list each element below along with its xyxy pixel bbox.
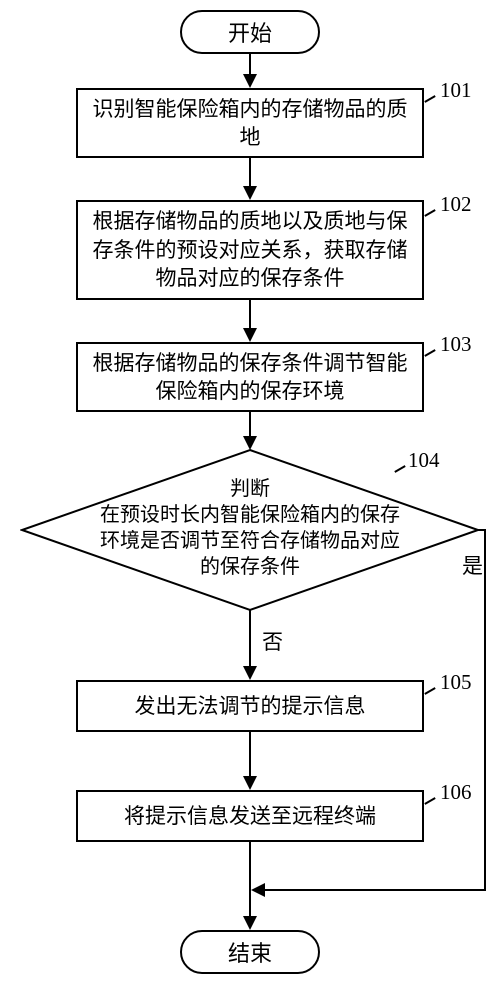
decision-104-text: 判断 在预设时长内智能保险箱内的保存 环境是否调节至符合存储物品对应 的保存条件 xyxy=(20,476,480,580)
no-label: 否 xyxy=(262,626,283,656)
step-103-text: 根据存储物品的保存条件调节智能保险箱内的保存环境 xyxy=(88,349,412,406)
decision-104-tag: 104 xyxy=(408,448,440,473)
edge xyxy=(249,842,251,918)
arrow xyxy=(243,328,257,342)
arrow xyxy=(243,666,257,680)
tick xyxy=(424,209,435,217)
step-102: 根据存储物品的质地以及质地与保存条件的预设对应关系，获取存储物品对应的保存条件 xyxy=(76,200,424,300)
tick xyxy=(424,797,435,805)
step-102-text: 根据存储物品的质地以及质地与保存条件的预设对应关系，获取存储物品对应的保存条件 xyxy=(88,207,412,292)
dec-line3: 的保存条件 xyxy=(20,554,480,580)
start-label: 开始 xyxy=(228,16,272,48)
step-105: 发出无法调节的提示信息 xyxy=(76,680,424,732)
step-102-tag: 102 xyxy=(440,192,472,217)
edge xyxy=(249,732,251,778)
dec-line2: 环境是否调节至符合存储物品对应 xyxy=(20,528,480,554)
edge-yes-v xyxy=(484,529,486,891)
step-106: 将提示信息发送至远程终端 xyxy=(76,790,424,842)
tick xyxy=(424,95,435,103)
tick xyxy=(424,349,435,357)
step-103-tag: 103 xyxy=(440,332,472,357)
arrow xyxy=(243,186,257,200)
edge-yes-h2 xyxy=(264,889,486,891)
yes-label: 是 xyxy=(462,550,483,580)
arrow xyxy=(243,74,257,88)
step-101: 识别智能保险箱内的存储物品的质地 xyxy=(76,88,424,158)
start-terminator: 开始 xyxy=(180,10,320,54)
tick xyxy=(424,687,435,695)
arrow xyxy=(251,883,265,897)
dec-line0: 判断 xyxy=(20,476,480,502)
edge xyxy=(249,412,251,438)
step-101-tag: 101 xyxy=(440,78,472,103)
step-101-text: 识别智能保险箱内的存储物品的质地 xyxy=(88,95,412,152)
end-label: 结束 xyxy=(228,936,272,968)
step-106-tag: 106 xyxy=(440,780,472,805)
step-105-text: 发出无法调节的提示信息 xyxy=(135,692,366,720)
dec-line1: 在预设时长内智能保险箱内的保存 xyxy=(20,502,480,528)
arrow xyxy=(243,776,257,790)
step-105-tag: 105 xyxy=(440,670,472,695)
edge xyxy=(249,300,251,330)
edge xyxy=(249,158,251,188)
edge-no xyxy=(249,610,251,668)
end-terminator: 结束 xyxy=(180,930,320,974)
step-106-text: 将提示信息发送至远程终端 xyxy=(124,802,376,830)
step-103: 根据存储物品的保存条件调节智能保险箱内的保存环境 xyxy=(76,342,424,412)
arrow xyxy=(243,916,257,930)
edge xyxy=(249,54,251,76)
